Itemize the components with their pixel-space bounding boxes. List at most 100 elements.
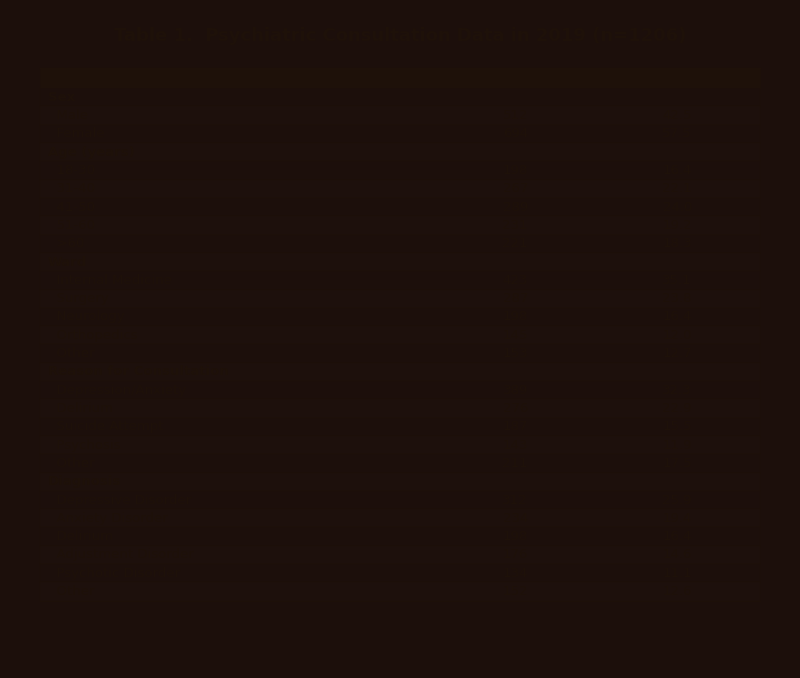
Text: Neurology: Neurology	[48, 311, 125, 323]
FancyBboxPatch shape	[40, 381, 760, 399]
Text: 221: 221	[502, 237, 528, 250]
Text: 19.2: 19.2	[662, 219, 692, 232]
Text: Other: Other	[48, 347, 94, 360]
Text: Sex: Sex	[48, 91, 75, 104]
FancyBboxPatch shape	[40, 235, 760, 253]
Text: 267: 267	[502, 182, 528, 195]
Text: n: n	[510, 71, 520, 85]
Text: Age (years): Age (years)	[48, 146, 134, 159]
Text: Adjustment Disorder: Adjustment Disorder	[48, 549, 194, 561]
Text: Male: Male	[48, 109, 88, 122]
Text: 16.4: 16.4	[662, 164, 692, 177]
Text: Other: Other	[48, 585, 94, 598]
Text: 16.4: 16.4	[662, 311, 692, 323]
FancyBboxPatch shape	[40, 271, 760, 290]
Text: Internal Medicine: Internal Medicine	[48, 274, 172, 287]
FancyBboxPatch shape	[40, 564, 760, 582]
Text: 18.3: 18.3	[662, 237, 692, 250]
Text: 12.7: 12.7	[662, 347, 692, 360]
Text: 51-60: 51-60	[48, 219, 95, 232]
FancyBboxPatch shape	[40, 125, 760, 143]
FancyBboxPatch shape	[40, 582, 760, 601]
Text: 198: 198	[502, 311, 528, 323]
FancyBboxPatch shape	[40, 509, 760, 527]
FancyBboxPatch shape	[40, 491, 760, 509]
FancyBboxPatch shape	[40, 326, 760, 344]
Text: Depression/Anxiety: Depression/Anxiety	[48, 384, 186, 397]
Text: 19.4: 19.4	[662, 512, 692, 525]
FancyBboxPatch shape	[40, 527, 760, 546]
FancyBboxPatch shape	[40, 216, 760, 235]
Text: 512: 512	[502, 109, 528, 122]
FancyBboxPatch shape	[40, 88, 760, 106]
Text: 41-50: 41-50	[48, 201, 95, 214]
Text: 694: 694	[502, 127, 528, 140]
Text: Psychotic Disorder: Psychotic Disorder	[48, 567, 180, 580]
Text: 14.6: 14.6	[662, 549, 692, 561]
Text: Variable: Variable	[48, 71, 113, 85]
Text: Surgery: Surgery	[48, 292, 109, 305]
Text: 12.6: 12.6	[662, 585, 692, 598]
FancyBboxPatch shape	[40, 143, 760, 161]
Text: Depressive Disorder: Depressive Disorder	[48, 494, 191, 506]
FancyBboxPatch shape	[40, 308, 760, 326]
Text: 12.0: 12.0	[662, 329, 692, 342]
FancyBboxPatch shape	[40, 253, 760, 271]
FancyBboxPatch shape	[40, 546, 760, 564]
Text: Anxiety Disorder: Anxiety Disorder	[48, 512, 168, 525]
Text: %: %	[670, 71, 684, 85]
Text: 231: 231	[502, 219, 528, 232]
Text: 15.5: 15.5	[662, 420, 692, 433]
Text: Delirium: Delirium	[48, 402, 113, 415]
Text: 11.9: 11.9	[662, 439, 692, 452]
Text: 35.1: 35.1	[662, 274, 692, 287]
Text: Delirium: Delirium	[48, 530, 113, 543]
Text: 22.1: 22.1	[662, 182, 692, 195]
Text: 145: 145	[502, 329, 528, 342]
Text: Reason for Consultation: Reason for Consultation	[48, 365, 229, 378]
Text: 289: 289	[502, 201, 528, 214]
FancyBboxPatch shape	[40, 290, 760, 308]
Text: 23.8: 23.8	[662, 292, 692, 305]
Text: Orthopedics: Orthopedics	[48, 329, 138, 342]
Text: 42.5: 42.5	[662, 109, 692, 122]
Text: 152: 152	[502, 585, 528, 598]
Text: 17.5: 17.5	[662, 457, 692, 470]
Text: 24.0: 24.0	[662, 201, 692, 214]
Text: 134: 134	[502, 567, 528, 580]
FancyBboxPatch shape	[40, 198, 760, 216]
Text: 211: 211	[502, 457, 528, 470]
Text: 389: 389	[502, 384, 528, 397]
FancyBboxPatch shape	[40, 418, 760, 436]
Text: 31-40: 31-40	[48, 182, 95, 195]
Text: 153: 153	[502, 347, 528, 360]
FancyBboxPatch shape	[40, 363, 760, 381]
FancyBboxPatch shape	[40, 454, 760, 473]
FancyBboxPatch shape	[40, 106, 760, 125]
Text: Diagnosis: Diagnosis	[48, 475, 122, 488]
Text: 187: 187	[502, 420, 528, 433]
Text: 312: 312	[502, 494, 528, 506]
Text: 143: 143	[502, 439, 528, 452]
Text: Other: Other	[48, 457, 94, 470]
Text: 176: 176	[502, 549, 528, 561]
FancyBboxPatch shape	[40, 180, 760, 198]
FancyBboxPatch shape	[40, 161, 760, 180]
FancyBboxPatch shape	[40, 344, 760, 363]
Text: Table 1.  Psychiatric Consultation Data in 2019 (n=1206): Table 1. Psychiatric Consultation Data i…	[114, 27, 686, 45]
Text: Female: Female	[48, 127, 105, 140]
Text: 276: 276	[502, 402, 528, 415]
FancyBboxPatch shape	[40, 473, 760, 491]
Text: Psychosis: Psychosis	[48, 439, 121, 452]
Text: 18-30: 18-30	[48, 164, 95, 177]
Text: 32.3: 32.3	[662, 384, 692, 397]
FancyBboxPatch shape	[40, 436, 760, 454]
Text: 198: 198	[502, 530, 528, 543]
Text: Suicide Attempt: Suicide Attempt	[48, 420, 163, 433]
Text: 11.1: 11.1	[662, 567, 692, 580]
FancyBboxPatch shape	[40, 68, 760, 88]
Text: 423: 423	[502, 274, 528, 287]
Text: >60: >60	[48, 237, 84, 250]
Text: 57.5: 57.5	[662, 127, 692, 140]
Text: 287: 287	[502, 292, 528, 305]
